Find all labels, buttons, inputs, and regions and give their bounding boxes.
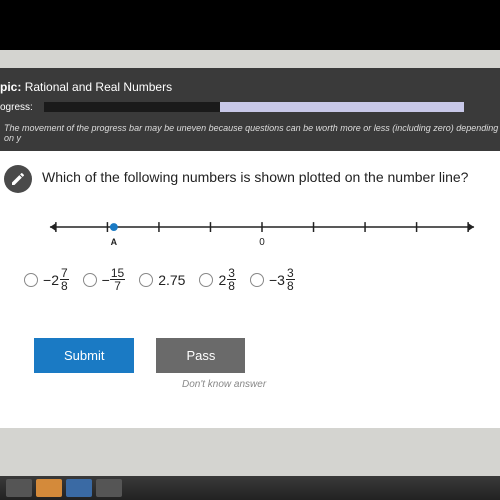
- option-3[interactable]: 238: [199, 267, 235, 292]
- option-1[interactable]: −157: [83, 267, 126, 292]
- taskbar-item[interactable]: [6, 479, 32, 497]
- option-label: −157: [102, 267, 126, 292]
- top-black-bar: [0, 0, 500, 50]
- buttons-row: Submit Pass: [0, 292, 500, 373]
- progress-bar: [44, 102, 464, 112]
- option-0[interactable]: −278: [24, 267, 69, 292]
- radio-icon[interactable]: [24, 273, 38, 287]
- svg-text:0: 0: [259, 237, 265, 248]
- topic-value: Rational and Real Numbers: [25, 80, 172, 94]
- number-line: 0A: [44, 215, 480, 251]
- pencil-icon: [4, 165, 32, 193]
- pass-button[interactable]: Pass: [156, 338, 245, 373]
- radio-icon[interactable]: [199, 273, 213, 287]
- question-text: Which of the following numbers is shown …: [42, 165, 468, 185]
- header: pic: Rational and Real Numbers ogress: T…: [0, 68, 500, 151]
- option-label: 2.75: [158, 272, 185, 288]
- progress-label: ogress:: [0, 102, 33, 113]
- topic-row: pic: Rational and Real Numbers: [0, 76, 500, 100]
- radio-icon[interactable]: [139, 273, 153, 287]
- progress-row: ogress:: [0, 100, 500, 119]
- option-label: −278: [43, 267, 69, 292]
- dont-know-link[interactable]: Don't know answer: [0, 373, 500, 390]
- option-4[interactable]: −338: [250, 267, 295, 292]
- taskbar-item[interactable]: [66, 479, 92, 497]
- taskbar-item[interactable]: [36, 479, 62, 497]
- svg-text:A: A: [111, 237, 118, 247]
- taskbar: [0, 476, 500, 500]
- radio-icon[interactable]: [250, 273, 264, 287]
- option-2[interactable]: 2.75: [139, 272, 185, 288]
- radio-icon[interactable]: [83, 273, 97, 287]
- content-area: pic: Rational and Real Numbers ogress: T…: [0, 68, 500, 428]
- progress-hint: The movement of the progress bar may be …: [0, 119, 500, 143]
- question-row: Which of the following numbers is shown …: [0, 151, 500, 203]
- option-label: −338: [269, 267, 295, 292]
- option-label: 238: [218, 267, 235, 292]
- taskbar-item[interactable]: [96, 479, 122, 497]
- progress-fill: [44, 102, 220, 112]
- submit-button[interactable]: Submit: [34, 338, 134, 373]
- topic-label: pic:: [0, 80, 21, 94]
- number-line-container: 0A: [0, 203, 500, 259]
- options-row: −278 −157 2.75 238 −338: [0, 259, 500, 292]
